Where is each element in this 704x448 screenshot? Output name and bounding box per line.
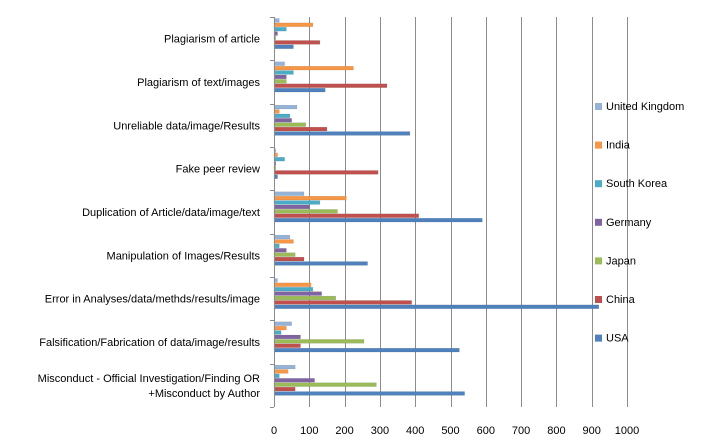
- legend-label: China: [606, 294, 636, 306]
- bar: [273, 252, 296, 257]
- bar: [273, 74, 287, 80]
- bar: [273, 209, 338, 214]
- bar: [273, 291, 322, 296]
- bar: [273, 378, 315, 383]
- legend-swatch: [595, 257, 602, 265]
- bar: [273, 334, 301, 340]
- category-label: Fake peer review: [176, 164, 260, 176]
- bar: [273, 104, 298, 110]
- bars: [273, 18, 599, 396]
- legend-label: South Korea: [606, 178, 668, 190]
- bar: [273, 44, 294, 49]
- bar: [273, 300, 412, 305]
- category-label: +Misconduct by Author: [148, 388, 260, 400]
- bar: [273, 118, 292, 123]
- bar: [273, 66, 354, 71]
- bar: [273, 348, 460, 353]
- legend-label: USA: [606, 333, 629, 345]
- category-label: Error in Analyses/data/methds/results/im…: [45, 294, 260, 306]
- category-label: Unreliable data/image/Results: [113, 120, 260, 132]
- legend: United Kingdom India South Korea Germany Jap…: [595, 101, 684, 345]
- bar: [273, 196, 347, 201]
- bar: [273, 27, 287, 32]
- bar: [273, 83, 388, 88]
- legend-swatch: [595, 180, 602, 188]
- x-tick-label: 400: [406, 425, 424, 437]
- bar: [273, 218, 483, 223]
- bar: [273, 200, 321, 205]
- gridlines: [309, 17, 628, 407]
- legend-label: Germany: [606, 217, 652, 229]
- bar: [273, 295, 336, 301]
- bar: [273, 88, 326, 93]
- bar: [273, 234, 291, 240]
- bar: [273, 261, 368, 266]
- x-tick-label: 700: [512, 425, 530, 437]
- x-tick-label: 600: [477, 425, 495, 437]
- bar: [273, 170, 379, 175]
- legend-label: Japan: [606, 255, 636, 267]
- legend-swatch: [595, 334, 602, 342]
- category-label: Misconduct - Official Investigation/Find…: [38, 373, 260, 385]
- bar: [273, 326, 287, 331]
- bar: [273, 70, 294, 75]
- x-tick-labels: 0 100 200 300 400 500 600 700 800 900 1000: [271, 425, 639, 437]
- bar: [273, 369, 289, 374]
- x-tick-label: 900: [583, 425, 601, 437]
- axes: [270, 17, 275, 408]
- legend-swatch: [595, 141, 602, 149]
- x-tick-label: 0: [271, 425, 277, 437]
- x-tick-label: 1000: [615, 425, 639, 437]
- bar: [273, 131, 411, 136]
- bar: [273, 256, 305, 262]
- bar: [273, 391, 465, 396]
- bar: [273, 304, 599, 309]
- category-label: Plagiarism of article: [164, 34, 260, 46]
- x-tick-label: 800: [547, 425, 565, 437]
- bar: [273, 79, 287, 84]
- x-tick-label: 300: [371, 425, 389, 437]
- legend-swatch: [595, 218, 602, 226]
- category-label: Manipulation of Images/Results: [107, 250, 261, 262]
- bar: [273, 40, 321, 45]
- legend-label: India: [606, 140, 631, 152]
- bar: [273, 282, 312, 287]
- x-tick-label: 500: [441, 425, 459, 437]
- bar: [273, 113, 291, 118]
- x-tick-label: 100: [300, 425, 318, 437]
- category-labels: Plagiarism of article Plagiarism of text/…: [38, 34, 261, 400]
- bar: [273, 339, 365, 344]
- bar: [273, 382, 377, 387]
- bar: [273, 157, 285, 162]
- bar: [273, 204, 310, 210]
- bar: [273, 22, 314, 27]
- bar: [273, 239, 294, 244]
- bar: [273, 364, 296, 370]
- bar: [273, 386, 296, 392]
- bar: [273, 61, 285, 66]
- bar: [273, 248, 287, 253]
- bar: [273, 343, 301, 348]
- legend-swatch: [595, 296, 602, 303]
- bar: [273, 191, 305, 196]
- legend-swatch: [595, 103, 602, 110]
- category-label: Plagiarism of text/images: [137, 77, 260, 89]
- legend-label: United Kingdom: [606, 101, 684, 113]
- bar: [273, 213, 419, 218]
- bar: [273, 321, 292, 326]
- category-label: Duplication of Article/data/image/text: [82, 207, 260, 219]
- bar: [273, 287, 314, 292]
- bar: [273, 126, 328, 132]
- bar: [273, 330, 282, 335]
- x-tick-label: 200: [335, 425, 353, 437]
- bar: [273, 122, 306, 127]
- category-label: Falsification/Fabrication of data/image/…: [39, 337, 260, 349]
